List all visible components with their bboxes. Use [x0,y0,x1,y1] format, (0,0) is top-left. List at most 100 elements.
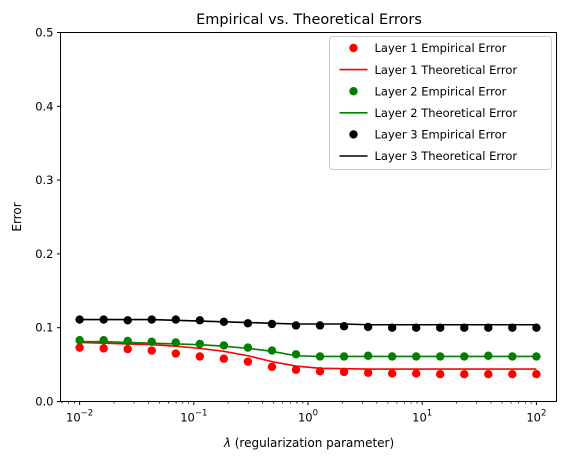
data-point-2-19 [532,352,541,361]
data-point-4-8 [267,319,277,329]
data-point-2-14 [411,352,421,361]
x-axis-label-symbol: λ [223,436,231,450]
data-point-0-15 [436,369,445,379]
data-point-0-11 [339,367,349,377]
x-tick-label-exponent-1: −1 [195,409,208,419]
data-point-0-3 [147,346,156,355]
data-point-4-19 [532,323,541,332]
data-point-4-4 [171,315,180,324]
data-point-2-18 [508,352,517,361]
legend-box [329,36,552,170]
data-point-4-17 [484,323,493,332]
data-point-4-12 [363,322,373,332]
data-point-0-19 [532,369,541,379]
data-point-4-0 [75,315,84,324]
data-point-2-17 [484,351,493,360]
y-tick-label-0: 0.0 [35,395,53,409]
data-point-0-9 [291,365,301,374]
data-point-0-12 [363,368,373,377]
x-tick-label-3: 101 [412,409,432,425]
legend: Layer 1 Empirical Error Layer 1 Theoretic… [329,36,552,170]
x-tick-label-1: 10−1 [180,409,207,425]
data-point-0-6 [219,354,229,363]
data-point-2-6 [219,341,229,350]
data-point-2-15 [436,352,445,361]
x-axis: 10−2 10−1 100 101 102 [61,401,546,425]
data-point-0-5 [195,352,205,361]
data-point-4-13 [387,323,397,332]
data-point-0-7 [243,357,253,366]
data-point-0-8 [267,362,277,372]
data-point-0-16 [460,369,469,379]
data-point-4-2 [123,316,132,325]
data-point-0-18 [508,369,517,379]
x-tick-label-exponent-2: 0 [313,409,318,419]
data-point-4-10 [315,321,325,330]
series-markers-4 [75,315,541,332]
data-point-4-6 [219,317,229,326]
y-tick-label-4: 0.4 [35,99,53,113]
data-point-0-2 [123,344,132,354]
data-point-0-13 [387,369,397,378]
legend-marker-handle-4 [349,130,358,139]
plot-frame [60,32,557,402]
data-point-2-1 [99,336,108,345]
data-point-4-3 [147,315,156,324]
data-point-2-10 [315,352,325,361]
data-point-2-3 [147,337,156,346]
data-point-2-9 [291,350,301,359]
legend-entry-label-4: Layer 3 Empirical Error [375,128,507,142]
y-tick-label-5: 0.5 [35,26,53,40]
x-tick-label-4: 102 [526,409,546,425]
x-tick-label-2: 100 [298,409,318,425]
x-tick-label-exponent-3: 1 [427,409,432,419]
data-point-0-1 [99,344,108,353]
data-point-4-5 [195,316,205,325]
y-tick-label-3: 0.3 [35,173,53,187]
data-point-2-4 [171,338,180,347]
data-point-4-11 [339,322,349,331]
data-point-2-12 [363,351,373,360]
legend-marker-handle-0 [349,43,358,53]
x-tick-label-0: 10−2 [66,409,93,425]
data-point-2-0 [75,336,84,345]
data-point-2-16 [460,352,469,361]
x-tick-label-base-2: 10 [298,411,313,425]
data-point-0-0 [75,343,84,352]
x-tick-label-base-4: 10 [526,411,541,425]
data-point-2-5 [195,339,205,349]
x-tick-label-exponent-4: 2 [541,409,546,419]
data-point-2-11 [339,352,349,361]
data-point-2-13 [387,352,397,361]
legend-entry-label-0: Layer 1 Empirical Error [375,41,507,55]
x-tick-label-base-1: 10 [180,411,195,425]
legend-entry-label-1: Layer 1 Theoretical Error [375,63,518,77]
data-point-4-18 [508,323,517,332]
data-point-2-7 [243,343,253,352]
series-markers-2 [75,336,541,361]
data-point-4-15 [436,323,445,332]
series-markers-0 [75,343,541,379]
legend-entry-label-3: Layer 2 Theoretical Error [375,106,518,120]
series-layer [75,315,541,379]
x-tick-label-base-3: 10 [412,411,427,425]
series-line-1 [79,341,537,370]
data-point-4-7 [243,319,253,328]
data-point-4-16 [460,323,469,332]
y-tick-label-2: 0.2 [35,247,53,261]
x-axis-label: λ (regularization parameter) [223,436,394,450]
data-point-0-17 [484,369,493,379]
x-tick-label-base-0: 10 [66,411,81,425]
data-point-0-14 [411,369,421,378]
data-point-0-10 [315,367,325,376]
data-point-4-1 [99,315,108,324]
legend-marker-handle-2 [349,87,358,96]
data-point-4-14 [411,323,421,332]
chart-title: Empirical vs. Theoretical Errors [196,12,422,28]
y-axis: 0.0 0.1 0.2 0.3 0.4 0.5 [35,26,61,409]
x-tick-label-exponent-0: −2 [81,409,94,419]
data-point-4-9 [291,321,301,330]
x-axis-label-text: (regularization parameter) [231,436,394,450]
